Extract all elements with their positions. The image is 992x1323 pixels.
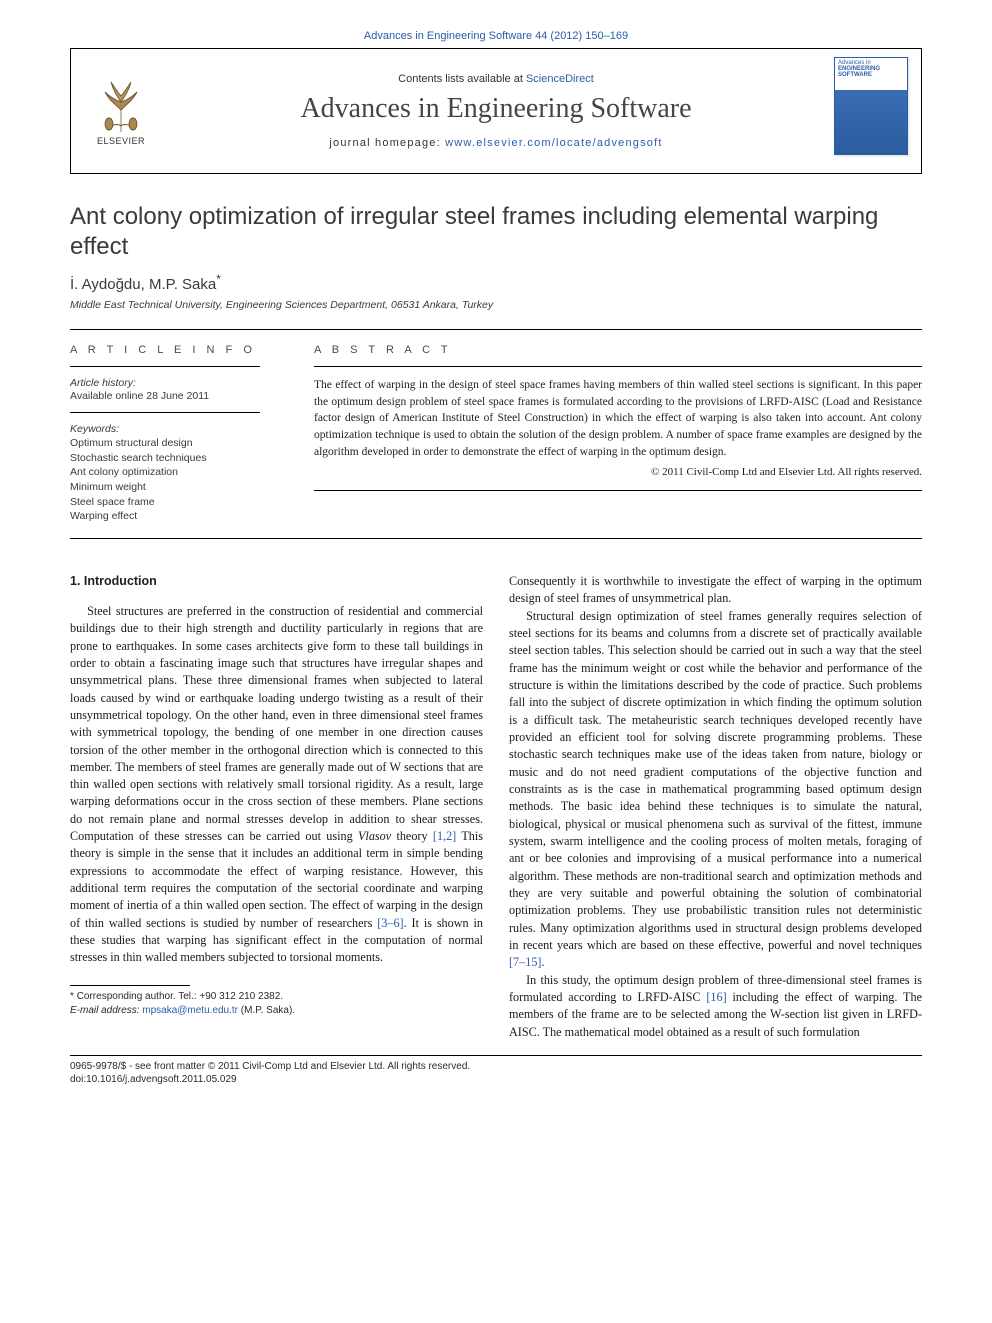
elsevier-logo: ELSEVIER [85, 69, 157, 153]
corr-mark-icon: * [70, 991, 74, 1002]
journal-homepage-line: journal homepage: www.elsevier.com/locat… [329, 137, 662, 149]
reference-link[interactable]: [3–6] [377, 916, 403, 930]
article-title: Ant colony optimization of irregular ste… [70, 202, 922, 262]
journal-citation[interactable]: Advances in Engineering Software 44 (201… [70, 30, 922, 42]
keywords-label: Keywords: [70, 423, 278, 435]
journal-header: ELSEVIER Contents lists available at Sci… [70, 48, 922, 174]
page-footer: 0965-9978/$ - see front matter © 2011 Ci… [70, 1055, 922, 1087]
journal-homepage-link[interactable]: www.elsevier.com/locate/advengsoft [445, 137, 663, 149]
affiliation: Middle East Technical University, Engine… [70, 299, 922, 311]
body-paragraph: In this study, the optimum design proble… [509, 972, 922, 1041]
sciencedirect-link[interactable]: ScienceDirect [526, 73, 594, 85]
journal-name: Advances in Engineering Software [300, 93, 691, 125]
author-names: İ. Aydoğdu, M.P. Saka [70, 276, 216, 293]
authors: İ. Aydoğdu, M.P. Saka* [70, 272, 922, 293]
homepage-prefix: journal homepage: [329, 137, 445, 149]
abstract-copyright: © 2011 Civil-Comp Ltd and Elsevier Ltd. … [314, 466, 922, 478]
email-label: E-mail address: [70, 1005, 139, 1016]
keyword: Minimum weight [70, 480, 278, 495]
divider [314, 490, 922, 491]
email-owner: (M.P. Saka). [241, 1005, 295, 1016]
email-line: E-mail address: mpsaka@metu.edu.tr (M.P.… [70, 1004, 483, 1018]
cover-thumb-area: Advances in ENGINEERING SOFTWARE [821, 49, 921, 173]
keywords-list: Optimum structural design Stochastic sea… [70, 436, 278, 524]
abstract-heading: A B S T R A C T [314, 344, 922, 356]
article-history-text: Available online 28 June 2011 [70, 390, 278, 402]
footnote-rule [70, 985, 190, 986]
email-link[interactable]: mpsaka@metu.edu.tr [142, 1005, 238, 1016]
divider [70, 538, 922, 539]
journal-cover-thumbnail: Advances in ENGINEERING SOFTWARE [834, 57, 908, 155]
corresponding-author-mark: * [216, 272, 221, 286]
cover-image-area [835, 90, 907, 154]
body-columns: 1. Introduction Steel structures are pre… [70, 573, 922, 1041]
cover-title-text: Advances in ENGINEERING SOFTWARE [835, 58, 907, 90]
keyword: Stochastic search techniques [70, 451, 278, 466]
footer-copyright: 0965-9978/$ - see front matter © 2011 Ci… [70, 1060, 922, 1074]
article-info-heading: A R T I C L E I N F O [70, 344, 278, 356]
header-center: Contents lists available at ScienceDirec… [171, 49, 821, 173]
keyword: Optimum structural design [70, 436, 278, 451]
article-history-label: Article history: [70, 377, 278, 389]
footnotes: * Corresponding author. Tel.: +90 312 21… [70, 990, 483, 1018]
contents-available-line: Contents lists available at ScienceDirec… [398, 73, 594, 85]
elsevier-wordmark: ELSEVIER [97, 136, 145, 146]
article-info-block: A R T I C L E I N F O Article history: A… [70, 330, 296, 538]
abstract-block: A B S T R A C T The effect of warping in… [296, 330, 922, 538]
section-heading: 1. Introduction [70, 573, 483, 591]
reference-link[interactable]: [16] [706, 990, 726, 1004]
contents-prefix: Contents lists available at [398, 73, 526, 85]
keyword: Steel space frame [70, 495, 278, 510]
abstract-text: The effect of warping in the design of s… [314, 377, 922, 460]
meta-row: A R T I C L E I N F O Article history: A… [70, 330, 922, 538]
body-paragraph: Structural design optimization of steel … [509, 608, 922, 972]
body-paragraph: Steel structures are preferred in the co… [70, 603, 483, 967]
reference-link[interactable]: [7–15] [509, 955, 542, 969]
footer-doi: doi:10.1016/j.advengsoft.2011.05.029 [70, 1073, 922, 1087]
corresponding-author-note: * Corresponding author. Tel.: +90 312 21… [70, 990, 483, 1004]
reference-link[interactable]: [1,2] [433, 829, 456, 843]
keyword: Ant colony optimization [70, 465, 278, 480]
elsevier-tree-icon [95, 76, 147, 134]
publisher-logo-area: ELSEVIER [71, 49, 171, 173]
vlasov-term: Vlasov [358, 829, 391, 843]
body-paragraph-continuation: Consequently it is worthwhile to investi… [509, 573, 922, 608]
keyword: Warping effect [70, 509, 278, 524]
